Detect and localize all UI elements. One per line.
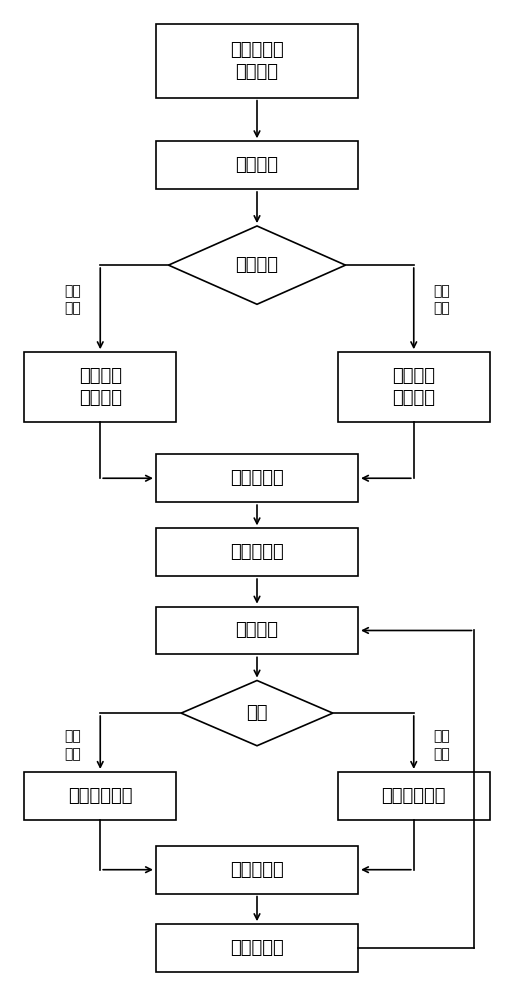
- Text: 判断: 判断: [246, 704, 268, 722]
- Text: 首轮泄压
控制逻辑: 首轮泄压 控制逻辑: [392, 367, 435, 407]
- Bar: [24, 772, 176, 820]
- Text: 泄压
过程: 泄压 过程: [433, 730, 450, 761]
- Text: 首轮升压
控制逻辑: 首轮升压 控制逻辑: [79, 367, 122, 407]
- Polygon shape: [181, 681, 333, 746]
- Text: 舱模压差: 舱模压差: [235, 156, 279, 174]
- Text: 气动电磁阀: 气动电磁阀: [230, 861, 284, 879]
- Bar: [338, 772, 490, 820]
- Text: 升压控制逻辑: 升压控制逻辑: [68, 787, 133, 805]
- Text: 气动电磁阀: 气动电磁阀: [230, 469, 284, 487]
- Text: 升压
过程: 升压 过程: [64, 730, 81, 761]
- Bar: [156, 528, 358, 576]
- Text: 高压舱压力: 高压舱压力: [230, 939, 284, 957]
- Bar: [156, 924, 358, 972]
- Bar: [156, 846, 358, 894]
- Text: 首轮判断: 首轮判断: [235, 256, 279, 274]
- Bar: [156, 607, 358, 654]
- Text: 设定压差值
及滞涡量: 设定压差值 及滞涡量: [230, 41, 284, 81]
- Text: 泄压
过程: 泄压 过程: [433, 284, 450, 316]
- Text: 升压
过程: 升压 过程: [64, 284, 81, 316]
- Bar: [156, 24, 358, 98]
- Bar: [156, 454, 358, 502]
- Text: 高压舱压力: 高压舱压力: [230, 543, 284, 561]
- Polygon shape: [169, 226, 345, 304]
- Text: 泄压控制逻辑: 泄压控制逻辑: [381, 787, 446, 805]
- Bar: [156, 141, 358, 189]
- Text: 舱模压差: 舱模压差: [235, 621, 279, 639]
- Bar: [338, 352, 490, 422]
- Bar: [24, 352, 176, 422]
